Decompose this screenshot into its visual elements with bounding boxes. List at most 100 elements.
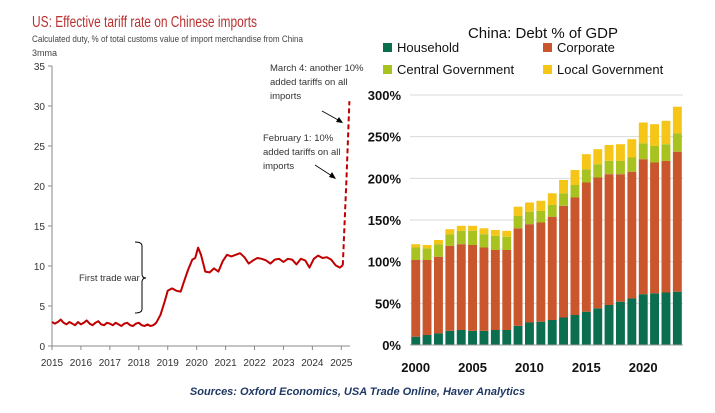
left-y-tick-label: 20 (34, 182, 46, 193)
bar-segment-household (570, 315, 580, 345)
bar-segment-corporate (593, 177, 603, 309)
bar-segment-local-government (547, 193, 557, 205)
bar-segment-household (616, 301, 625, 345)
bar-segment-central-government (547, 205, 557, 217)
left-x-tick-label: 2024 (301, 358, 324, 369)
left-x-tick-label: 2023 (272, 358, 295, 369)
bar-segment-corporate (479, 247, 489, 331)
bar-segment-household (547, 320, 557, 345)
legend-label: Household (397, 40, 459, 55)
annotation-february-1-arrow (314, 164, 333, 177)
bar-segment-central-government (525, 211, 534, 225)
bar-segment-local-government (559, 180, 568, 194)
bar-segment-corporate (581, 182, 591, 312)
bar-segment-local-government (638, 122, 648, 144)
bar-segment-central-government (434, 244, 443, 257)
legend-label: Corporate (557, 40, 615, 55)
bar-segment-corporate (536, 222, 546, 322)
right-y-tick-label: 150% (368, 213, 402, 228)
bar-segment-local-government (525, 202, 534, 212)
right-y-tick-label: 300% (368, 88, 402, 103)
left-x-tick-label: 2018 (128, 358, 151, 369)
right-y-tick-label: 50% (375, 296, 401, 311)
legend-swatch (383, 65, 392, 74)
left-y-tick-label: 30 (34, 102, 46, 113)
bar-segment-household (490, 330, 500, 345)
right-x-tick-label: 2005 (458, 360, 487, 375)
sources-footnote: Sources: Oxford Economics, USA Trade Onl… (189, 386, 526, 398)
annotation-first-trade-war-bracket (134, 241, 147, 314)
bar-segment-household (581, 311, 591, 345)
bar-segment-household (434, 333, 443, 345)
bar-segment-corporate (627, 171, 637, 299)
bar-segment-corporate (422, 260, 432, 335)
annotation-first-trade-war: First trade war (79, 273, 140, 284)
bar-segment-corporate (513, 228, 523, 326)
bar-segment-central-government (490, 235, 500, 250)
bar-segment-corporate (468, 245, 477, 331)
left-y-tick-label: 5 (39, 302, 45, 313)
bar-segment-local-government (581, 154, 591, 170)
bar-segment-corporate (570, 197, 580, 315)
left-y-tick-label: 0 (39, 342, 45, 353)
annotation-line: imports (263, 161, 294, 172)
left-x-tick-label: 2016 (70, 358, 93, 369)
bar-segment-local-government (593, 149, 603, 165)
bar-segment-local-government (661, 120, 671, 145)
bar-segment-corporate (650, 162, 659, 294)
bar-segment-corporate (661, 160, 671, 293)
bar-segment-central-government (513, 215, 523, 229)
bar-segment-local-government (627, 139, 637, 158)
bar-segment-central-government (570, 185, 580, 198)
added-tariffs-dashed-line (341, 101, 351, 266)
annotation-march-4: March 4: another 10% added tariffs on all… (270, 63, 364, 102)
right-x-tick-label: 2000 (401, 360, 430, 375)
bar-segment-household (479, 330, 489, 345)
left-x-tick-label: 2025 (330, 358, 353, 369)
bar-segment-central-government (411, 247, 421, 260)
bar-segment-local-government (468, 225, 477, 231)
annotation-march-4-arrow (321, 110, 341, 122)
left-chart-y-unit: 3mma (32, 48, 57, 58)
bar-segment-local-government (411, 244, 421, 248)
right-x-tick-label: 2010 (515, 360, 544, 375)
bar-segment-local-government (434, 240, 443, 245)
bar-segment-household (593, 308, 603, 345)
bar-segment-corporate (604, 174, 614, 305)
bar-segment-local-government (650, 124, 659, 146)
left-x-tick-label: 2020 (186, 358, 209, 369)
bar-segment-household (672, 291, 682, 345)
left-y-tick-label: 35 (34, 62, 46, 73)
bar-segment-local-government (604, 145, 614, 161)
bar-segment-corporate (434, 256, 443, 334)
annotation-march-4-arrowhead (336, 117, 343, 123)
bar-segment-corporate (490, 250, 500, 330)
bar-segment-local-government (422, 245, 432, 249)
bar-segment-corporate (547, 216, 557, 320)
bar-segment-central-government (468, 230, 477, 245)
right-y-tick-label: 100% (368, 255, 402, 270)
bar-segment-central-government (638, 143, 648, 160)
bar-segment-household (525, 322, 534, 345)
bar-segment-household (422, 335, 432, 345)
bar-segment-household (445, 330, 455, 345)
right-y-tick-label: 250% (368, 130, 402, 145)
bar-segment-local-government (502, 230, 512, 237)
bar-segment-household (456, 330, 466, 345)
bar-segment-household (468, 330, 477, 345)
left-x-tick-label: 2017 (99, 358, 122, 369)
right-x-tick-label: 2020 (629, 360, 658, 375)
bar-segment-household (650, 293, 659, 345)
bar-segment-central-government (604, 160, 614, 175)
right-y-tick-label: 0% (382, 338, 401, 353)
left-y-tick-label: 15 (34, 222, 46, 233)
left-x-tick-label: 2015 (41, 358, 64, 369)
bar-segment-corporate (525, 224, 534, 323)
legend-swatch (383, 43, 392, 52)
bar-segment-central-government (422, 248, 432, 260)
bar-segment-household (513, 325, 523, 345)
bar-segment-central-government (502, 236, 512, 250)
bar-segment-central-government (445, 234, 455, 246)
left-y-tick-label: 25 (34, 142, 46, 153)
